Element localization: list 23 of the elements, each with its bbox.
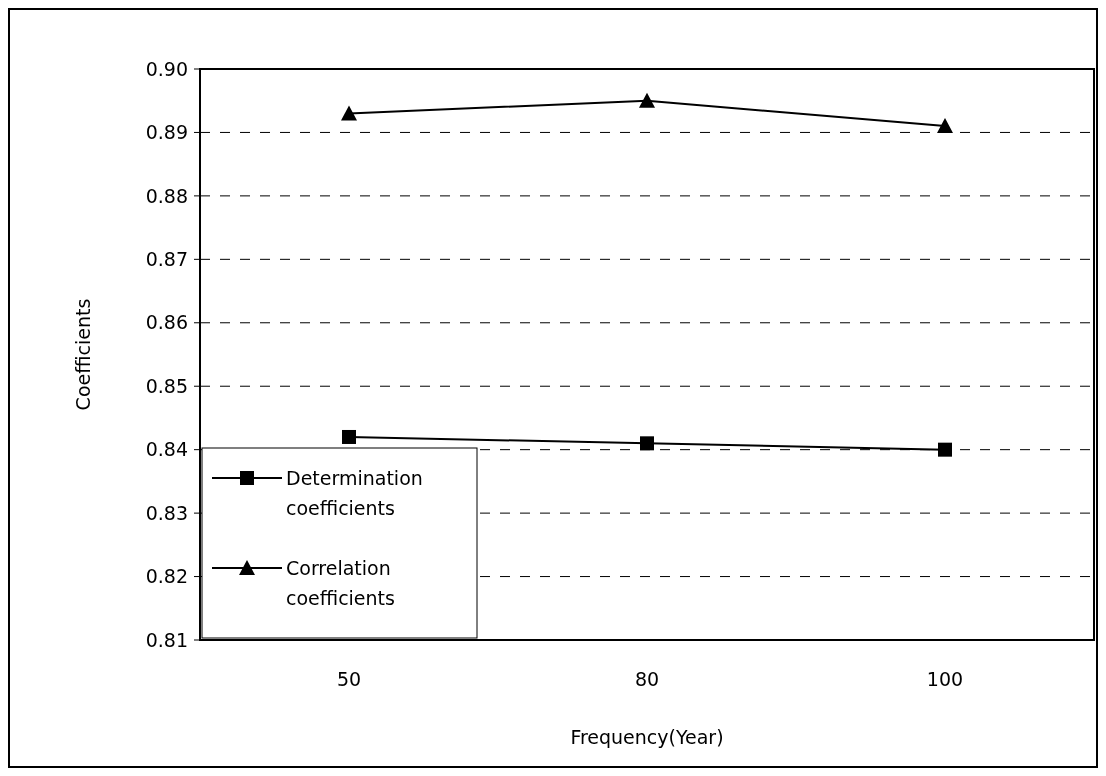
x-axis-title: Frequency(Year) — [570, 726, 724, 748]
point — [937, 118, 953, 134]
y-tick-label: 0.85 — [145, 374, 188, 397]
point — [938, 442, 952, 457]
x-tick-label: 100 — [926, 668, 964, 690]
y-tick-label: 0.86 — [145, 311, 188, 334]
y-tick-label: 0.87 — [145, 247, 188, 270]
x-tick-label: 50 — [336, 668, 362, 690]
y-axis-title: Coefficients — [72, 298, 94, 411]
x-tick-label: 80 — [634, 668, 660, 690]
legend-label: Correlation coefficients — [286, 556, 395, 610]
y-tick-label: 0.82 — [145, 565, 188, 588]
point — [341, 105, 357, 121]
y-tick-label: 0.89 — [145, 121, 188, 144]
y-tick-label: 0.88 — [145, 184, 188, 207]
point — [639, 92, 655, 108]
point — [342, 429, 356, 444]
y-tick-label: 0.84 — [145, 438, 188, 461]
y-tick-label: 0.83 — [145, 501, 188, 524]
y-tick-label: 0.90 — [145, 57, 188, 80]
point — [640, 436, 654, 451]
y-tick-label: 0.81 — [145, 628, 188, 651]
legend-label: Determination coefficients — [286, 466, 423, 520]
